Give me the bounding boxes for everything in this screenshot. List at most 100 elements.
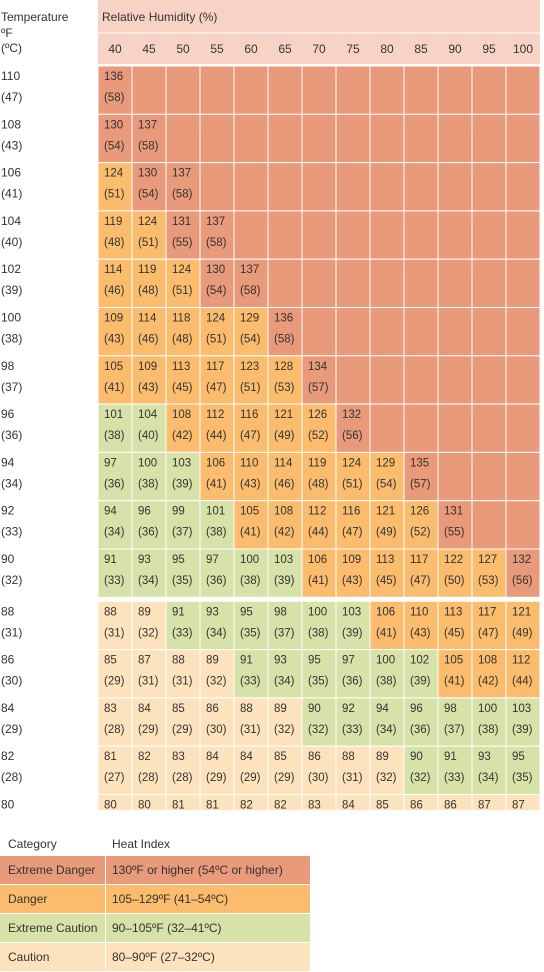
empty-cell [471, 403, 507, 453]
heat-value-f: 129 [240, 313, 259, 325]
empty-cell [471, 258, 507, 309]
heat-value-f: 82 [138, 751, 151, 763]
heat-cell [437, 500, 473, 550]
heat-value-c: (34) [104, 527, 125, 539]
empty-cell [437, 307, 473, 357]
heat-cell [505, 649, 541, 699]
heat-value-f: 81 [172, 800, 185, 811]
empty-cell [233, 210, 269, 260]
heat-value-f: 101 [206, 506, 225, 518]
heat-value-c: (54) [206, 285, 227, 297]
heat-value-f: 90 [308, 703, 321, 715]
heat-value-c: (41) [444, 676, 465, 688]
heat-value-f: 86 [410, 800, 423, 811]
heat-value-f: 137 [172, 168, 191, 180]
empty-cell [437, 258, 473, 309]
heat-value-f: 124 [104, 168, 124, 180]
heat-value-f: 83 [308, 800, 321, 811]
heat-index-table: Relative Humidity (%) Temperature ºF(ºC) 40… [1, 0, 541, 811]
heat-value-c: (46) [104, 285, 125, 297]
heat-value-f: 89 [206, 655, 219, 667]
empty-cell [437, 113, 473, 164]
heat-value-c: (50) [444, 575, 465, 587]
heat-cell [369, 548, 405, 598]
empty-cell [369, 113, 405, 164]
empty-cell [301, 307, 337, 357]
corner-label: (ºC) [1, 41, 22, 55]
legend-row-extreme-danger: Extreme Danger 130ºF or higher (54ºC or … [0, 856, 310, 884]
heat-value-f: 114 [138, 313, 157, 325]
heat-value-f: 95 [512, 751, 525, 763]
heat-value-c: (32) [274, 724, 295, 736]
heat-cell [131, 113, 167, 164]
heat-value-f: 94 [104, 506, 117, 518]
heat-value-f: 84 [342, 800, 355, 811]
heat-value-f: 100 [138, 457, 157, 469]
heat-value-f: 116 [342, 506, 360, 518]
empty-cell [267, 65, 303, 115]
heat-value-f: 87 [478, 800, 491, 811]
heat-value-f: 108 [478, 655, 497, 667]
temp-label-f: 80 [1, 798, 15, 811]
heat-value-f: 86 [444, 800, 457, 811]
heat-cell [505, 794, 541, 810]
heat-value-f: 113 [376, 554, 394, 566]
heat-value-c: (32) [376, 772, 397, 784]
heat-cell [301, 794, 337, 810]
humidity-label: 75 [346, 42, 360, 56]
empty-cell [165, 65, 201, 115]
temp-label-f: 90 [1, 552, 15, 566]
temp-label-f: 92 [1, 504, 15, 518]
heat-value-f: 135 [410, 457, 429, 469]
heat-value-f: 103 [274, 554, 293, 566]
heat-value-c: (32) [206, 676, 227, 688]
humidity-label: 90 [448, 42, 462, 56]
temp-label-c: (31) [1, 625, 22, 639]
legend-range: 130ºF or higher (54ºC or higher) [106, 856, 310, 884]
heat-value-f: 121 [274, 409, 293, 421]
empty-cell [471, 451, 507, 502]
heat-cell [97, 451, 133, 502]
heat-value-c: (33) [240, 676, 261, 688]
empty-cell [471, 500, 507, 550]
heat-value-f: 105 [444, 655, 463, 667]
heat-cell [403, 794, 439, 810]
heat-value-c: (27) [104, 772, 125, 784]
temp-label-f: 104 [1, 214, 21, 228]
heat-value-c: (31) [240, 724, 261, 736]
heat-value-c: (49) [376, 527, 397, 539]
heat-value-c: (41) [308, 575, 329, 587]
heat-value-f: 137 [240, 264, 259, 276]
heat-cell [97, 794, 133, 810]
heat-value-f: 136 [104, 71, 123, 83]
heat-value-c: (44) [308, 527, 329, 539]
heat-value-c: (33) [342, 724, 363, 736]
heat-value-c: (29) [138, 724, 159, 736]
heat-value-c: (30) [206, 724, 227, 736]
heat-value-f: 121 [512, 606, 531, 618]
heat-value-f: 87 [512, 800, 525, 811]
heat-value-c: (49) [512, 627, 533, 639]
heat-cell [369, 600, 405, 651]
heat-value-c: (37) [274, 627, 295, 639]
heat-value-c: (43) [138, 382, 159, 394]
empty-cell [471, 113, 507, 164]
legend-row-danger: Danger 105–129ºF (41–54ºC) [0, 885, 310, 913]
header-background [98, 0, 540, 64]
heat-value-c: (57) [308, 382, 329, 394]
empty-cell [301, 65, 337, 115]
heat-value-f: 83 [172, 751, 185, 763]
heat-value-f: 86 [308, 751, 321, 763]
heat-value-c: (42) [478, 676, 499, 688]
heat-value-c: (54) [104, 140, 125, 152]
heat-value-c: (39) [342, 627, 363, 639]
heat-value-c: (39) [410, 676, 431, 688]
heat-value-c: (34) [138, 575, 159, 587]
heat-cell [131, 600, 167, 651]
heat-cell [335, 451, 371, 502]
heat-cell [199, 745, 235, 796]
heat-value-f: 81 [206, 800, 219, 811]
heat-value-f: 105 [240, 506, 259, 518]
heat-value-c: (36) [138, 527, 159, 539]
heat-value-f: 102 [410, 655, 429, 667]
